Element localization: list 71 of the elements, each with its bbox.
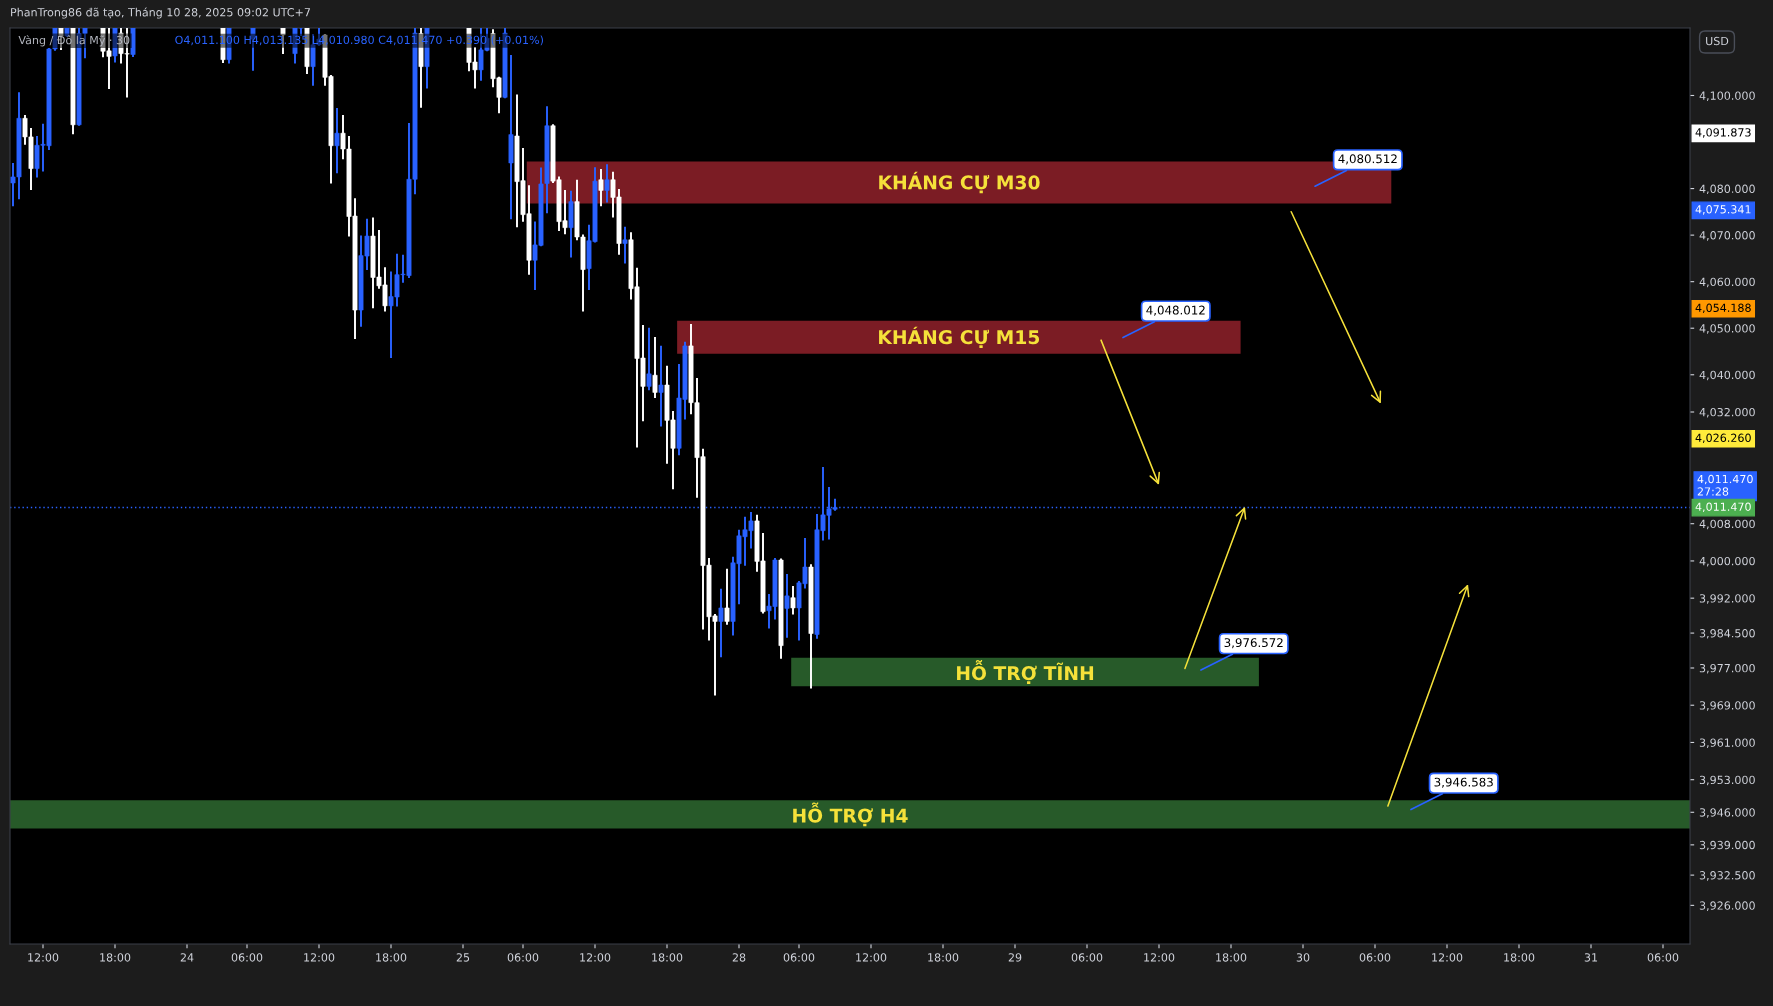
x-tick-label: 12:00	[304, 953, 335, 962]
annotation: 4,048.012	[1146, 305, 1205, 316]
text: 4,011.470	[1695, 502, 1751, 513]
x-tick-label: 29	[1008, 953, 1022, 962]
annotation: 4,080.512	[1338, 154, 1397, 165]
y-tick-label: 3,969.000	[1699, 701, 1755, 711]
candlestick	[652, 337, 658, 399]
annotation: O4,011.100 H4,013.135 L4,010.980 C4,011.470 +0.390 (+0.01%)	[175, 35, 543, 46]
x-tick-label: 30	[1296, 953, 1310, 962]
y-tick-label: 4,050.000	[1699, 324, 1755, 334]
ref-line-label: 4,011.470 27:28	[1697, 474, 1753, 496]
band-label: HỖ TRỢ H4	[793, 802, 908, 827]
text: 4,091.873	[1695, 128, 1751, 138]
x-tick-label: 18:00	[100, 953, 131, 962]
y-tick-label: 4,080.000	[1699, 184, 1755, 195]
candlestick	[790, 586, 796, 615]
x-tick-label: 06:00	[231, 953, 263, 962]
annotation: 3,946.583	[1434, 777, 1493, 788]
x-tick-label: 25	[456, 953, 470, 962]
candlestick	[718, 588, 724, 658]
candlestick	[604, 164, 610, 203]
annotation: 3,976.572	[1224, 638, 1283, 649]
y-tick-label: 3,992.000	[1699, 594, 1755, 604]
band-label: KHÁNG CỰ M30	[879, 171, 1040, 194]
y-tick-label: 3,932.500	[1699, 871, 1755, 881]
y-tick-label: 4,100.000	[1699, 91, 1755, 101]
x-tick-label: 12:00	[580, 953, 611, 962]
y-tick-label: 4,040.000	[1699, 370, 1755, 381]
candlestick	[646, 327, 652, 391]
x-tick-label: 06:00	[783, 953, 815, 962]
candlestick	[334, 108, 340, 174]
text: 4,054.188	[1695, 303, 1751, 314]
x-tick-label: 06:00	[507, 953, 539, 962]
y-tick-label: 4,008.000	[1699, 519, 1755, 530]
y-tick-label: 3,984.500	[1699, 629, 1755, 639]
y-tick-label: 3,926.000	[1699, 901, 1755, 911]
x-tick-label: 24	[180, 953, 194, 962]
y-tick-label: 4,060.000	[1699, 277, 1755, 288]
text: 4,075.341	[1695, 205, 1751, 215]
chart-title: PhanTrong86 đã tạo, Tháng 10 28, 2025 09:02 UTC+7	[11, 7, 310, 19]
x-tick-label: 12:00	[856, 953, 887, 962]
candlestick	[658, 345, 664, 427]
text: USD	[1706, 36, 1729, 46]
x-tick-label: 12:00	[1144, 953, 1175, 962]
y-tick-label: 3,946.000	[1699, 808, 1755, 818]
y-tick-label: 4,070.000	[1699, 231, 1755, 241]
x-tick-label: 18:00	[376, 953, 407, 962]
x-tick-label: 18:00	[928, 953, 959, 962]
candlestick	[598, 168, 604, 207]
x-tick-label: 18:00	[1504, 953, 1535, 962]
text: 4,026.260	[1695, 433, 1751, 444]
x-tick-label: 18:00	[1216, 953, 1247, 962]
x-tick-label: 06:00	[1359, 953, 1391, 962]
x-tick-label: 06:00	[1071, 953, 1103, 962]
x-tick-label: 28	[732, 953, 746, 962]
band-label: KHÁNG CỰ M15	[879, 326, 1040, 348]
x-tick-label: 12:00	[28, 953, 59, 962]
y-tick-label: 4,000.000	[1699, 556, 1755, 567]
candlestick	[784, 573, 790, 638]
x-tick-label: 31	[1584, 953, 1598, 962]
x-tick-label: 06:00	[1647, 953, 1679, 962]
band-label: HỖ TRỢ TĨNH	[957, 659, 1094, 684]
candlestick	[622, 226, 628, 264]
x-tick-label: 12:00	[1432, 953, 1463, 962]
y-tick-label: 3,961.000	[1699, 738, 1755, 748]
x-tick-label: 18:00	[652, 953, 683, 962]
candlestick	[724, 568, 730, 625]
y-tick-label: 3,939.000	[1699, 840, 1755, 851]
y-tick-label: 3,977.000	[1699, 663, 1755, 674]
y-tick-label: 4,032.000	[1699, 407, 1755, 418]
y-tick-label: 3,953.000	[1699, 775, 1755, 786]
